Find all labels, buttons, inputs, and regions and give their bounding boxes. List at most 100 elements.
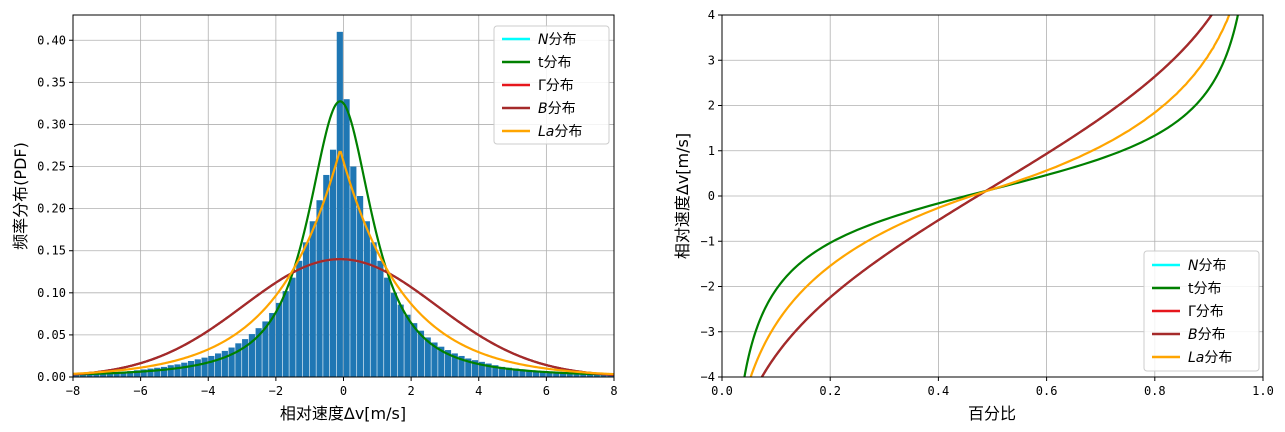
y-tick-label: 1 [708, 144, 715, 158]
x-tick-label: −8 [66, 384, 80, 398]
histogram-bar [73, 374, 80, 377]
y-tick-label: 0.40 [37, 33, 66, 47]
histogram-bar [275, 302, 283, 377]
legend-label-text: Γ分布 [538, 78, 574, 94]
histogram-bar [262, 321, 269, 377]
pdf-curve [72, 100, 615, 376]
legend-label-italic: La [1188, 350, 1204, 366]
y-tick-label: −1 [701, 234, 715, 248]
legend-label: Γ分布 [1188, 304, 1224, 320]
y-tick-label: 3 [708, 53, 715, 67]
legend-label: B分布 [538, 101, 576, 117]
histogram-bar [120, 371, 127, 377]
histogram-bar [79, 374, 86, 377]
x-tick-label: 4 [475, 384, 482, 398]
histogram-bar [167, 365, 174, 377]
pdf-x-axis-label: 相对速度Δv[m/s] [280, 404, 406, 423]
y-tick-label: 0.05 [37, 328, 66, 342]
histogram-bar [532, 371, 540, 377]
legend-label-text: Γ分布 [1188, 304, 1224, 320]
histogram-bar [397, 304, 404, 377]
x-tick-label: 6 [543, 384, 550, 398]
histogram-bar [600, 374, 607, 377]
histogram-bar [370, 242, 377, 377]
legend-label-text: t分布 [538, 55, 572, 71]
x-tick-label: 0 [340, 384, 347, 398]
histogram-bar [248, 334, 255, 377]
y-tick-label: 0.10 [37, 286, 66, 300]
pdf-histogram-chart: −8 −6 −4 −2 0 2 4 6 8 0.000.050.100.150.200.250.… [11, 14, 618, 423]
histogram-bar [526, 370, 533, 377]
histogram-bar [471, 360, 479, 377]
histogram-bar [316, 200, 323, 377]
histogram-bar [593, 374, 600, 377]
x-tick-label: −2 [269, 384, 283, 398]
histogram-bar [492, 365, 499, 377]
histogram-bar [282, 291, 289, 377]
histogram-bar [106, 372, 113, 377]
quantile-y-axis-label: 相对速度Δv[m/s] [673, 133, 692, 259]
legend-label-text: t分布 [1188, 281, 1222, 297]
histogram-bar [411, 323, 418, 377]
histogram-bar [201, 357, 208, 377]
histogram-bar [417, 330, 425, 377]
histogram-bar [384, 277, 391, 377]
x-tick-label: 0.8 [1144, 384, 1166, 398]
legend-label: t分布 [1188, 281, 1222, 297]
legend-label-italic: N [538, 32, 549, 48]
histogram-bar [539, 371, 546, 377]
histogram-bar [255, 328, 262, 377]
histogram-bar [127, 371, 134, 377]
histogram-bar [221, 350, 228, 377]
pdf-curve [72, 150, 615, 376]
legend-label-text: 分布 [548, 32, 576, 48]
legend-label-text: 分布 [1204, 350, 1232, 366]
y-tick-label: −3 [701, 325, 715, 339]
histogram-bar [478, 361, 485, 377]
histogram-bar [566, 373, 573, 377]
histogram-bar [465, 358, 472, 377]
legend-label: Γ分布 [538, 78, 574, 94]
histogram-bar [174, 364, 181, 377]
pdf-curve [72, 258, 615, 377]
quantile-x-tick-labels: 0.0 0.2 0.4 0.6 0.8 1.0 [711, 377, 1274, 398]
histogram-bar [100, 372, 107, 377]
histogram-bar [228, 347, 235, 377]
y-tick-label: −4 [701, 370, 715, 384]
y-tick-label: 0 [708, 189, 715, 203]
histogram-bar [573, 373, 580, 377]
pdf-y-tick-labels: 0.00 0.05 0.10 0.15 0.20 0.25 0.30 0.35 0.40 [37, 33, 73, 384]
histogram-bar [350, 166, 357, 377]
x-tick-label: 0.4 [928, 384, 950, 398]
legend-label: N分布 [1188, 258, 1226, 274]
histogram-bar [512, 368, 519, 377]
legend-label-text: 分布 [548, 101, 576, 117]
histogram-bar [499, 366, 506, 377]
histogram-bar [194, 359, 201, 377]
histogram-bar [86, 373, 93, 377]
quantile-curve [749, 15, 1231, 377]
histogram-bar [113, 371, 120, 377]
histogram-bar [357, 196, 364, 377]
histogram-bar [553, 372, 560, 377]
histogram-bar [309, 221, 316, 377]
histogram-bar [181, 362, 188, 377]
x-tick-label: 0.0 [711, 384, 733, 398]
histogram-bar [377, 260, 384, 377]
pdf-histogram-bars [73, 31, 614, 378]
y-tick-label: 0.00 [37, 370, 66, 384]
pdf-fit-curves [72, 100, 615, 377]
y-tick-label: 0.20 [37, 202, 66, 216]
histogram-bar [242, 339, 249, 377]
quantile-chart: 0.0 0.2 0.4 0.6 0.8 1.0 −4 −3 −2 −1 0 1 2 3 4 百分比 相对速… [673, 8, 1274, 423]
histogram-bar [580, 373, 587, 377]
histogram-bar [133, 370, 141, 377]
histogram-bar [302, 242, 310, 377]
y-tick-label: 0.30 [37, 117, 66, 131]
histogram-bar [505, 367, 512, 377]
histogram-bar [363, 221, 370, 377]
y-tick-label: 0.25 [37, 160, 66, 174]
histogram-bar [586, 374, 594, 377]
